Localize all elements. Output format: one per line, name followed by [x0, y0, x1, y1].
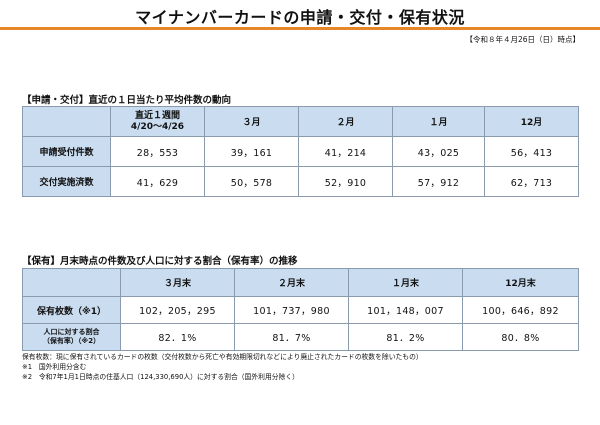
footnote-2: ※2 令和7年1月1日時点の住基人口（124,330,690人）に対する割合（国…	[22, 373, 299, 381]
table-cell: 101，737，980	[234, 296, 349, 324]
row-label-holding-rate: 人口に対する割合 （保有率）（※2）	[22, 323, 121, 351]
col-header-march: ３月	[204, 106, 299, 137]
table-cell: 57，912	[392, 166, 485, 197]
table-cell: 43，025	[392, 136, 485, 167]
table-cell: 39，161	[204, 136, 299, 167]
row-label-holdings: 保有枚数（※1）	[22, 296, 121, 324]
col-header-january: １月	[392, 106, 485, 137]
table-cell: 82．1%	[120, 323, 235, 351]
table-cell: 52，910	[298, 166, 393, 197]
holding-table: ３月末 ２月末 １月末 12月末 保有枚数（※1） 102，205，295 10…	[22, 268, 579, 351]
title-underline	[0, 27, 600, 30]
col-header-recent-week: 直近１週間 4/20～4/26	[110, 106, 205, 137]
col-header-end-december: 12月末	[462, 268, 579, 297]
table-cell: 81．7%	[234, 323, 349, 351]
table-row: 交付実施済数 41，629 50，578 52，910 57，912 62，71…	[22, 166, 579, 197]
as-of-date: 【令和８年４月26日（日）時点】	[465, 35, 580, 44]
page-title: マイナンバーカードの申請・交付・保有状況	[135, 8, 465, 27]
col-header-february: ２月	[298, 106, 393, 137]
col-header-end-february: ２月末	[234, 268, 349, 297]
corner-cell	[22, 268, 121, 297]
row-label-issued: 交付実施済数	[22, 166, 111, 197]
table-row: 申請受付件数 28，553 39，161 41，214 43，025 56，41…	[22, 136, 579, 167]
footnote-definition: 保有枚数：現に保有されているカードの枚数（交付枚数から死亡や有効期限切れなどによ…	[22, 353, 423, 361]
table-row: 保有枚数（※1） 102，205，295 101，737，980 101，148…	[22, 296, 579, 324]
table-cell: 102，205，295	[120, 296, 235, 324]
section1-heading: 【申請・交付】直近の１日当たり平均件数の動向	[22, 95, 232, 106]
table-cell: 101，148，007	[348, 296, 463, 324]
row-label-applications: 申請受付件数	[22, 136, 111, 167]
table-cell: 62，713	[484, 166, 579, 197]
col-header-end-january: １月末	[348, 268, 463, 297]
corner-cell	[22, 106, 111, 137]
col-header-december: 12月	[484, 106, 579, 137]
table-cell: 41，629	[110, 166, 205, 197]
footnote-1: ※1 国外利用分含む	[22, 363, 87, 371]
table-cell: 28，553	[110, 136, 205, 167]
application-issuance-table: 直近１週間 4/20～4/26 ３月 ２月 １月 12月 申請受付件数 28，5…	[22, 106, 579, 197]
col-header-end-march: ３月末	[120, 268, 235, 297]
table-cell: 80．8%	[462, 323, 579, 351]
table-row: 人口に対する割合 （保有率）（※2） 82．1% 81．7% 81．2% 80．…	[22, 323, 579, 351]
section2-heading: 【保有】月末時点の件数及び人口に対する割合（保有率）の推移	[22, 256, 298, 267]
table-cell: 41，214	[298, 136, 393, 167]
table-cell: 81．2%	[348, 323, 463, 351]
table-cell: 100，646，892	[462, 296, 579, 324]
table-cell: 50，578	[204, 166, 299, 197]
table-cell: 56，413	[484, 136, 579, 167]
footnotes: 保有枚数：現に保有されているカードの枚数（交付枚数から死亡や有効期限切れなどによ…	[22, 352, 423, 382]
